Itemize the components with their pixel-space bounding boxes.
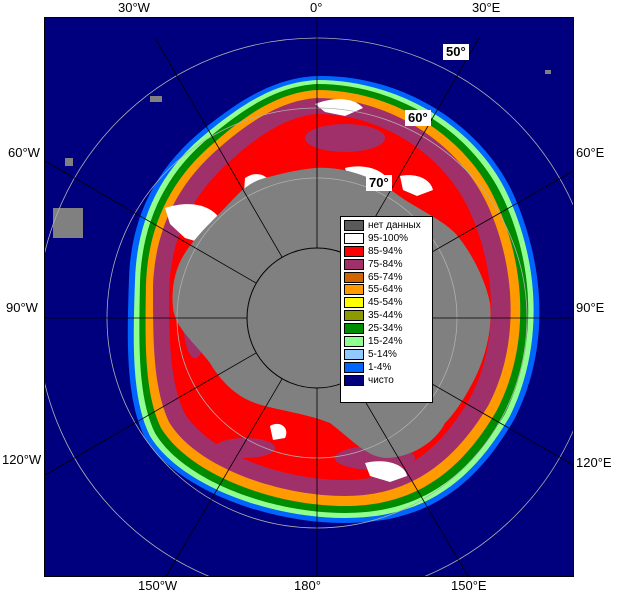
lon-label-30w: 30°W (118, 0, 150, 15)
legend-item: 75-84% (344, 258, 429, 271)
legend-label: 75-84% (368, 258, 403, 270)
legend-swatch (344, 245, 364, 257)
legend-label: нет данных (368, 219, 421, 231)
legend-label: 35-44% (368, 310, 403, 322)
legend-item: чисто (344, 374, 429, 387)
legend-label: 85-94% (368, 245, 403, 257)
legend-label: 5-14% (368, 348, 397, 360)
legend-label: 15-24% (368, 335, 403, 347)
legend-item: 15-24% (344, 335, 429, 348)
legend-swatch (344, 374, 364, 386)
legend-item: 1-4% (344, 361, 429, 374)
legend-swatch (344, 335, 364, 347)
legend-swatch (344, 310, 364, 322)
legend-label: чисто (368, 374, 394, 386)
legend-swatch (344, 361, 364, 373)
legend-swatch (344, 271, 364, 283)
no-data-specks (53, 70, 551, 238)
legend-item: 95-100% (344, 232, 429, 245)
legend-label: 55-64% (368, 284, 403, 296)
legend-item: 35-44% (344, 309, 429, 322)
legend-item: 25-34% (344, 322, 429, 335)
map-frame (44, 17, 574, 577)
lon-label-90e: 90°E (576, 300, 605, 315)
longitude-lines (45, 18, 573, 576)
legend-swatch (344, 219, 364, 231)
legend-label: 25-34% (368, 323, 403, 335)
lat-label-50: 50° (443, 44, 469, 60)
legend-item: 5-14% (344, 348, 429, 361)
legend-item: 65-74% (344, 271, 429, 284)
lon-label-150w: 150°W (138, 578, 178, 593)
lon-label-150e: 150°E (451, 578, 487, 593)
legend-label: 65-74% (368, 271, 403, 283)
sea-ice-map (45, 18, 573, 576)
legend-swatch (344, 232, 364, 244)
lon-label-60e: 60°E (576, 145, 605, 160)
lon-label-30e: 30°E (472, 0, 501, 15)
lon-label-60w: 60°W (8, 145, 40, 160)
legend-item: нет данных (344, 219, 429, 232)
legend-item: 45-54% (344, 296, 429, 309)
lat-label-60: 60° (405, 110, 431, 126)
legend-item: 55-64% (344, 283, 429, 296)
legend-swatch (344, 297, 364, 309)
lon-label-90w: 90°W (6, 300, 38, 315)
lat-label-70: 70° (366, 175, 392, 191)
legend-label: 95-100% (368, 232, 409, 244)
legend-swatch (344, 323, 364, 335)
lon-label-120e: 120°E (576, 455, 612, 470)
legend-swatch (344, 258, 364, 270)
legend-swatch (344, 284, 364, 296)
legend-label: 45-54% (368, 297, 403, 309)
legend-item: 85-94% (344, 245, 429, 258)
lon-label-0: 0° (310, 0, 323, 15)
legend: нет данных 95-100% 85-94% 75-84% 65-74% 55-64… (340, 216, 433, 403)
legend-swatch (344, 348, 364, 360)
legend-label: 1-4% (368, 361, 392, 373)
lon-label-180: 180° (294, 578, 321, 593)
lon-label-120w: 120°W (2, 452, 42, 467)
